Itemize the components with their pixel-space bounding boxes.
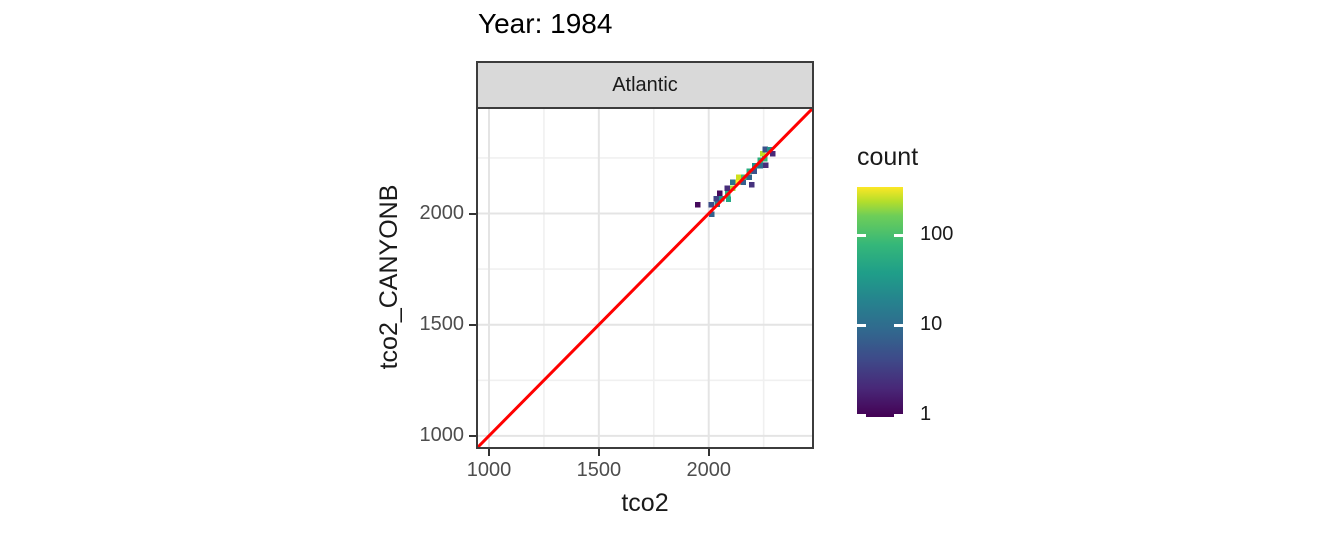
legend-colorbar (857, 187, 903, 417)
x-axis-tick (597, 449, 600, 456)
legend-tick-mark-right (894, 234, 903, 237)
bin2d-tile (746, 174, 752, 180)
facet-strip-label: Atlantic (612, 73, 678, 96)
bin2d-tile (694, 201, 701, 208)
x-axis-tick-label: 1000 (466, 459, 512, 481)
legend-tick-mark-right (894, 324, 903, 327)
identity-reference-line (478, 109, 812, 447)
legend-tick-mark-right (894, 414, 903, 417)
legend-tick-label: 10 (920, 313, 943, 335)
bin2d-tile (716, 190, 723, 196)
plot-title: Year: 1984 (478, 8, 613, 39)
x-axis-tick-label: 2000 (686, 459, 731, 481)
legend-tick-label: 100 (920, 223, 954, 245)
bin2d-tile (762, 156, 768, 162)
bin2d-tile (709, 211, 715, 218)
y-axis-tick-label: 1500 (419, 312, 465, 335)
bin2d-tile (708, 201, 715, 208)
y-axis-tick-label: 1000 (419, 423, 465, 446)
bin2d-tile (749, 181, 755, 188)
legend-tick-mark-left (857, 234, 866, 237)
legend-tick-mark-left (857, 414, 866, 417)
y-axis-tick (469, 212, 476, 215)
plot-panel (476, 107, 814, 449)
bin2d-tile (751, 168, 758, 175)
facet-strip: Atlantic (476, 61, 814, 109)
legend-tick-label: 1 (920, 403, 932, 425)
bin2d-tile (763, 162, 769, 168)
bin2d-tile (713, 196, 719, 202)
x-axis-title: tco2 (621, 489, 669, 517)
bin2d-tile (762, 146, 769, 153)
y-axis-title: tco2_CANYONB (375, 184, 403, 370)
bin2d-tile (759, 151, 766, 157)
x-axis-tick-label: 1500 (576, 459, 622, 481)
bin2d-tile (725, 196, 732, 203)
legend-tick-mark-left (857, 324, 866, 327)
x-axis-tick (707, 449, 710, 456)
x-axis-tick (487, 449, 490, 456)
bin2d-tile (730, 179, 736, 186)
bin2d-tile (757, 163, 763, 169)
panel-canvas (478, 109, 812, 447)
bin2d-tile (724, 185, 730, 191)
legend-title: count (857, 143, 919, 171)
y-axis-tick (469, 323, 476, 326)
bin2d-tile (770, 151, 776, 157)
bin2d-tile (740, 179, 747, 186)
y-axis-tick (469, 434, 476, 437)
bin2d-tile (735, 174, 742, 180)
y-axis-tick-label: 2000 (419, 201, 465, 224)
